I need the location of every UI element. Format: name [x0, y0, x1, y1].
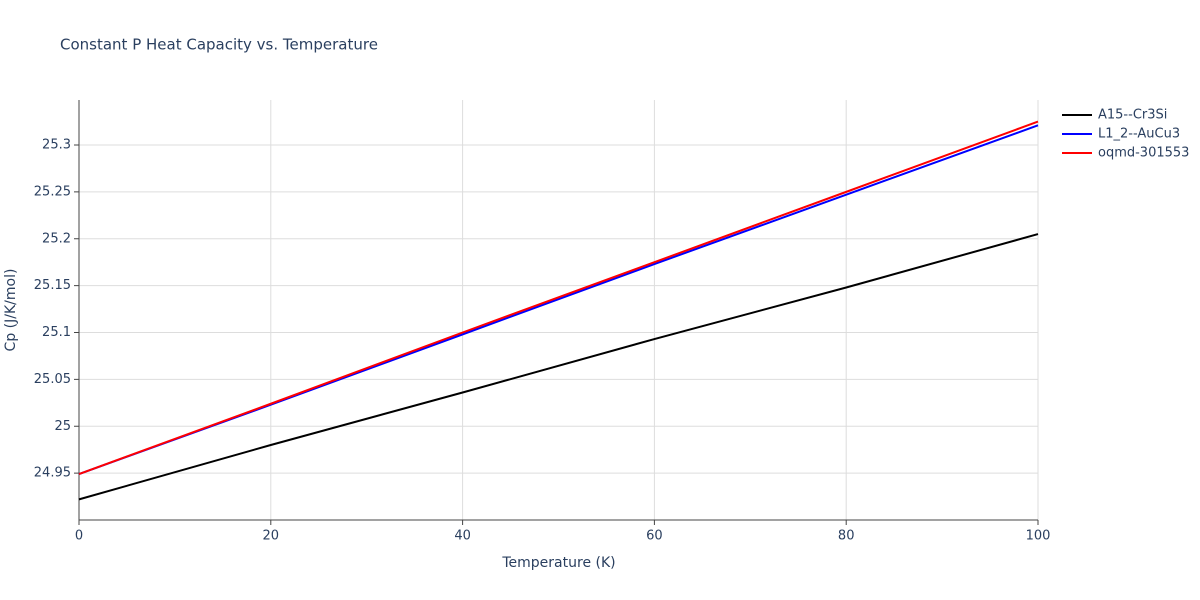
y-tick-label: 25.05: [34, 372, 71, 387]
y-tick-label: 25.2: [42, 231, 71, 246]
series-line: [78, 233, 1039, 501]
x-tick-label: 80: [838, 529, 855, 544]
x-tick-label: 20: [263, 529, 280, 544]
legend-label: A15--Cr3Si: [1098, 108, 1167, 123]
chart-title: Constant P Heat Capacity vs. Temperature: [60, 36, 378, 54]
y-axis-title: Cp (J/K/mol): [3, 269, 19, 352]
series-line: [78, 120, 1039, 476]
x-axis-title: Temperature (K): [501, 555, 615, 571]
y-tick-label: 25.15: [34, 278, 71, 293]
x-tick-label: 60: [646, 529, 663, 544]
y-tick-label: 25.25: [34, 184, 71, 199]
x-tick-label: 100: [1026, 529, 1051, 544]
y-tick-label: 25.1: [42, 325, 71, 340]
legend-label: L1_2--AuCu3: [1098, 127, 1180, 142]
x-tick-label: 40: [454, 529, 471, 544]
legend-label: oqmd-301553: [1098, 146, 1189, 161]
y-tick-label: 24.95: [34, 466, 71, 481]
y-tick-label: 25: [54, 419, 71, 434]
y-tick-label: 25.3: [42, 138, 71, 153]
x-tick-label: 0: [75, 529, 83, 544]
